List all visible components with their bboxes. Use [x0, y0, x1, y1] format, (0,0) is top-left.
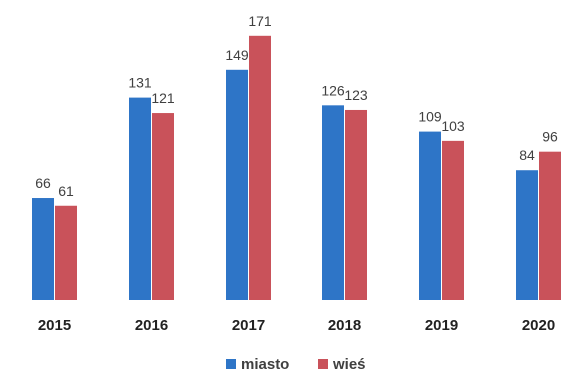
bar-wies-2015 — [55, 205, 77, 300]
data-label-wies-2016: 121 — [151, 90, 175, 106]
x-tick-label-2018: 2018 — [328, 317, 361, 334]
data-label-miasto-2015: 66 — [35, 175, 51, 191]
category-group-2020: 84 96 2020 — [516, 129, 561, 334]
bar-wies-2016 — [152, 113, 174, 301]
x-tick-label-2016: 2016 — [135, 317, 168, 334]
bar-miasto-2016 — [129, 97, 151, 300]
category-group-2018: 126 123 2018 — [321, 82, 368, 334]
category-group-2015: 66 61 2015 — [32, 175, 77, 334]
data-label-wies-2020: 96 — [542, 129, 558, 145]
data-label-wies-2015: 61 — [58, 183, 74, 199]
data-label-miasto-2019: 109 — [418, 109, 442, 125]
data-label-miasto-2017: 149 — [225, 47, 249, 63]
legend-label-miasto: miasto — [241, 356, 289, 373]
data-label-miasto-2016: 131 — [128, 75, 152, 91]
data-label-wies-2017: 171 — [248, 13, 272, 29]
x-tick-label-2019: 2019 — [425, 317, 458, 334]
bar-miasto-2015 — [32, 198, 54, 300]
x-tick-label-2020: 2020 — [522, 317, 555, 334]
x-tick-label-2015: 2015 — [38, 317, 71, 334]
legend-label-wies: wieś — [332, 356, 366, 373]
bar-wies-2018 — [345, 109, 367, 300]
category-group-2017: 149 171 2017 — [225, 13, 272, 334]
legend: miasto wieś — [226, 356, 366, 373]
data-label-wies-2018: 123 — [344, 87, 368, 103]
bar-wies-2019 — [442, 140, 464, 300]
legend-swatch-wies — [318, 359, 328, 369]
x-tick-label-2017: 2017 — [232, 317, 265, 334]
legend-swatch-miasto — [226, 359, 236, 369]
bar-miasto-2020 — [516, 170, 538, 300]
bar-wies-2017 — [249, 35, 271, 301]
bar-miasto-2019 — [419, 131, 441, 300]
bar-miasto-2017 — [226, 69, 248, 300]
bar-wies-2020 — [539, 151, 561, 300]
data-label-wies-2019: 103 — [441, 118, 465, 134]
data-label-miasto-2020: 84 — [519, 147, 535, 163]
bar-miasto-2018 — [322, 105, 344, 300]
data-label-miasto-2018: 126 — [321, 82, 345, 98]
